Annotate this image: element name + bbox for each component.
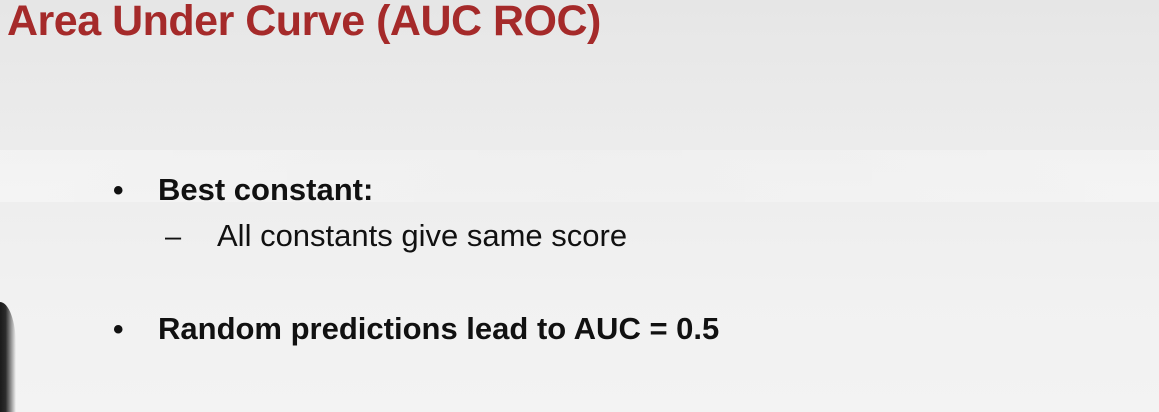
bullet-text: Best constant:	[158, 172, 373, 208]
sub-bullet-text: All constants give same score	[217, 218, 627, 254]
bullet-icon: •	[113, 313, 158, 347]
bullet-item: • Random predictions lead to AUC = 0.5	[113, 311, 719, 347]
sub-bullet-item: – All constants give same score	[165, 218, 627, 254]
bullet-text: Random predictions lead to AUC = 0.5	[158, 311, 719, 347]
bullet-item: • Best constant:	[113, 172, 373, 208]
bullet-icon: •	[113, 174, 158, 208]
slide-title: Area Under Curve (AUC ROC)	[7, 0, 601, 48]
dash-icon: –	[165, 221, 217, 254]
presenter-edge-shadow	[0, 302, 16, 412]
